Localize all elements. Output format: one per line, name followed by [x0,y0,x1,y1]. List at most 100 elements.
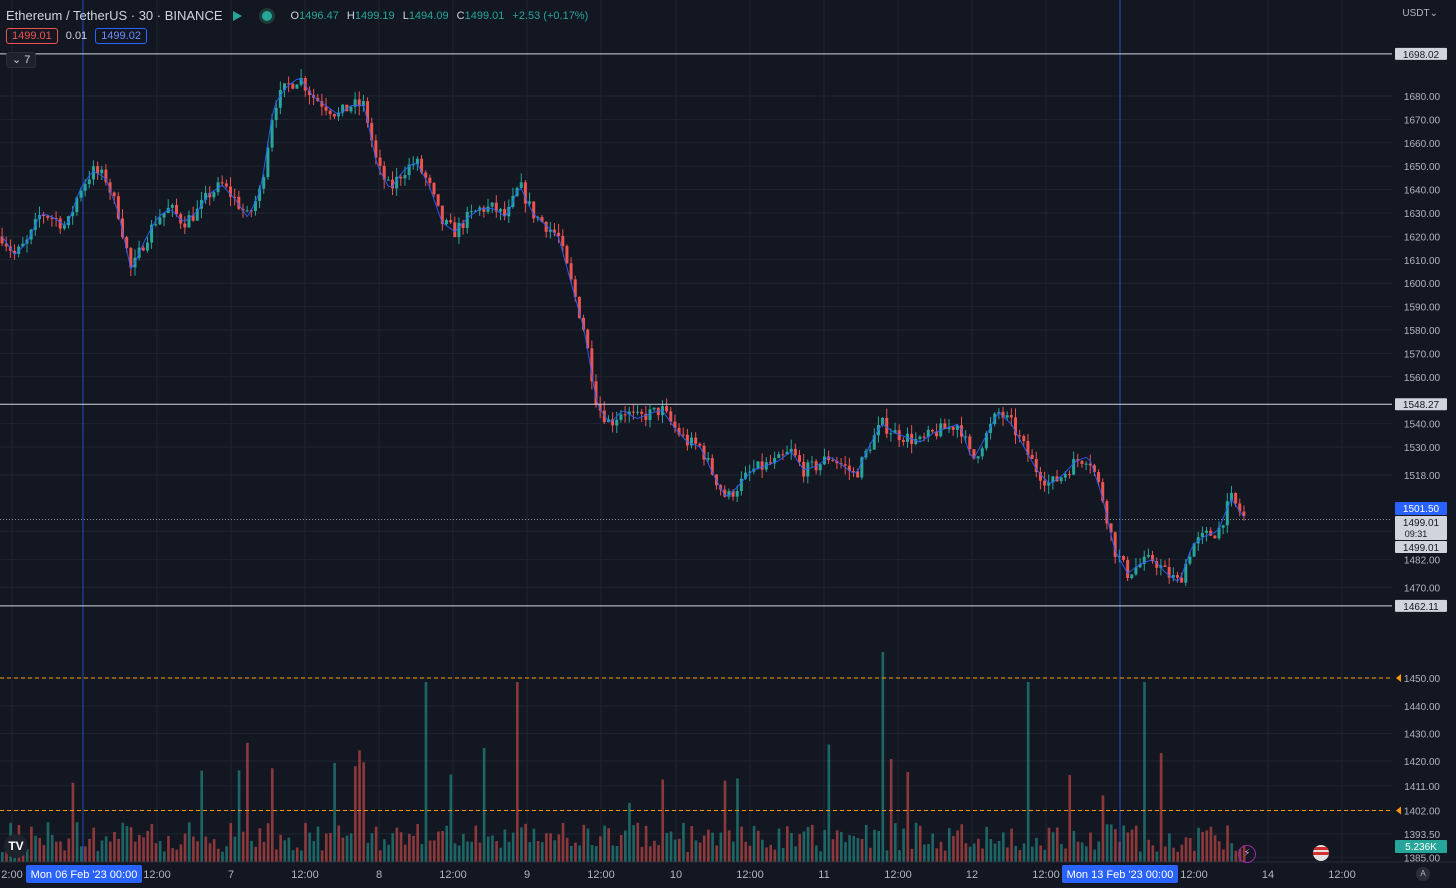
volume-bar [34,835,37,862]
volume-bar [1080,842,1084,862]
time-tick-label: 9 [524,869,530,881]
volume-bar [914,822,918,862]
candle-body [847,465,851,471]
volume-bar [561,823,565,862]
volume-bar [520,827,523,862]
volume-bar [1168,833,1171,862]
volume-bar [1043,849,1047,862]
candle-body [1142,556,1146,565]
volume-bar [474,825,478,862]
candle-body [158,217,162,225]
candle-body [1067,474,1071,476]
currency-selector[interactable]: USDT⌄ [1402,8,1438,19]
volume-bar [125,826,129,862]
price-tick-label: 1393.50 [1404,830,1441,841]
price-tick-label: 1450.00 [1404,674,1441,685]
volume-bar [84,846,87,862]
volume-bar [457,845,461,862]
volume-bar [798,834,802,862]
candle-body [673,421,677,428]
candle-body [266,147,270,178]
candle-body [798,455,802,462]
candle-body [565,246,569,264]
buy-price-button[interactable]: 1499.02 [95,28,147,44]
volume-bar [570,845,573,862]
price-tick-label: 1610.00 [1404,256,1441,267]
volume-bar [196,841,199,862]
candle-body [1022,436,1026,442]
volume-bar [968,846,972,862]
candle-body [204,192,208,200]
volume-bar [590,845,594,862]
candle-body [233,196,237,198]
flag-icon[interactable] [232,10,242,21]
ma-price-label: 1501.50 [1403,504,1440,515]
auto-scale-icon[interactable]: A [1416,867,1430,881]
volume-bar [785,826,789,862]
volume-bar [1055,827,1059,862]
volume-bar [918,825,922,862]
volume-bar [644,825,648,862]
volume-bar [225,846,228,862]
volume-bar [1060,843,1063,862]
volume-bar [507,841,511,862]
volume-bar [329,832,332,862]
candle-body [1171,575,1175,578]
candle-body [299,77,303,85]
volume-bar [665,833,669,862]
market-status-icon[interactable] [261,10,272,21]
volume-bar [150,823,154,862]
volume-bar [1176,851,1180,862]
candle-body [320,101,324,107]
volume-bar [1201,831,1204,862]
volume-bar [254,846,258,862]
candle-body [860,457,864,478]
volume-bar [736,778,739,862]
volume-bar [349,833,353,862]
volume-bar [1101,795,1105,862]
tradingview-logo-icon[interactable]: TV [4,834,28,858]
candle-body [503,208,507,217]
hline-price-tag [1395,398,1447,411]
volume-bar [1072,830,1076,862]
candle-body [91,166,95,180]
volume-bar [333,762,336,862]
candle-body [947,426,951,430]
volume-bar [441,830,444,862]
volume-bar [42,844,46,862]
candle-body [42,215,46,217]
volume-bar [981,848,984,862]
us-flag-icon[interactable] [1313,845,1329,861]
candle-body [818,464,822,471]
cursor-price-label: 1499.01 [1403,543,1440,554]
candle-body [4,243,8,247]
volume-bar [154,843,158,862]
volume-bar [852,835,856,862]
sell-price-button[interactable]: 1499.01 [6,28,58,44]
time-tick-label: 2:00 [1,869,22,881]
volume-bar [1085,846,1088,862]
candle-body [810,461,814,463]
volume-bar [864,825,868,862]
volume-bar [806,826,810,862]
volume-bar [1155,851,1159,862]
volume-bar [133,841,137,862]
candle-body [170,205,174,208]
indicators-toggle-button[interactable]: ⌄ 7 [6,52,37,68]
volume-bar [877,830,881,862]
volume-bar [1014,845,1018,862]
candle-body [1097,472,1101,483]
volume-bar [341,837,345,862]
symbol-title[interactable]: Ethereum / TetherUS · 30 · BINANCE [6,8,223,23]
volume-bar [25,848,29,862]
volume-bar [312,840,316,862]
candle-body [494,202,498,212]
volume-bar [212,839,216,862]
volume-bar [117,838,120,862]
lightning-icon[interactable]: ⚡ [1238,845,1256,863]
candle-body [303,77,307,91]
volume-bar [765,847,768,862]
volume-bar [536,840,540,862]
volume-bar [1188,838,1192,862]
